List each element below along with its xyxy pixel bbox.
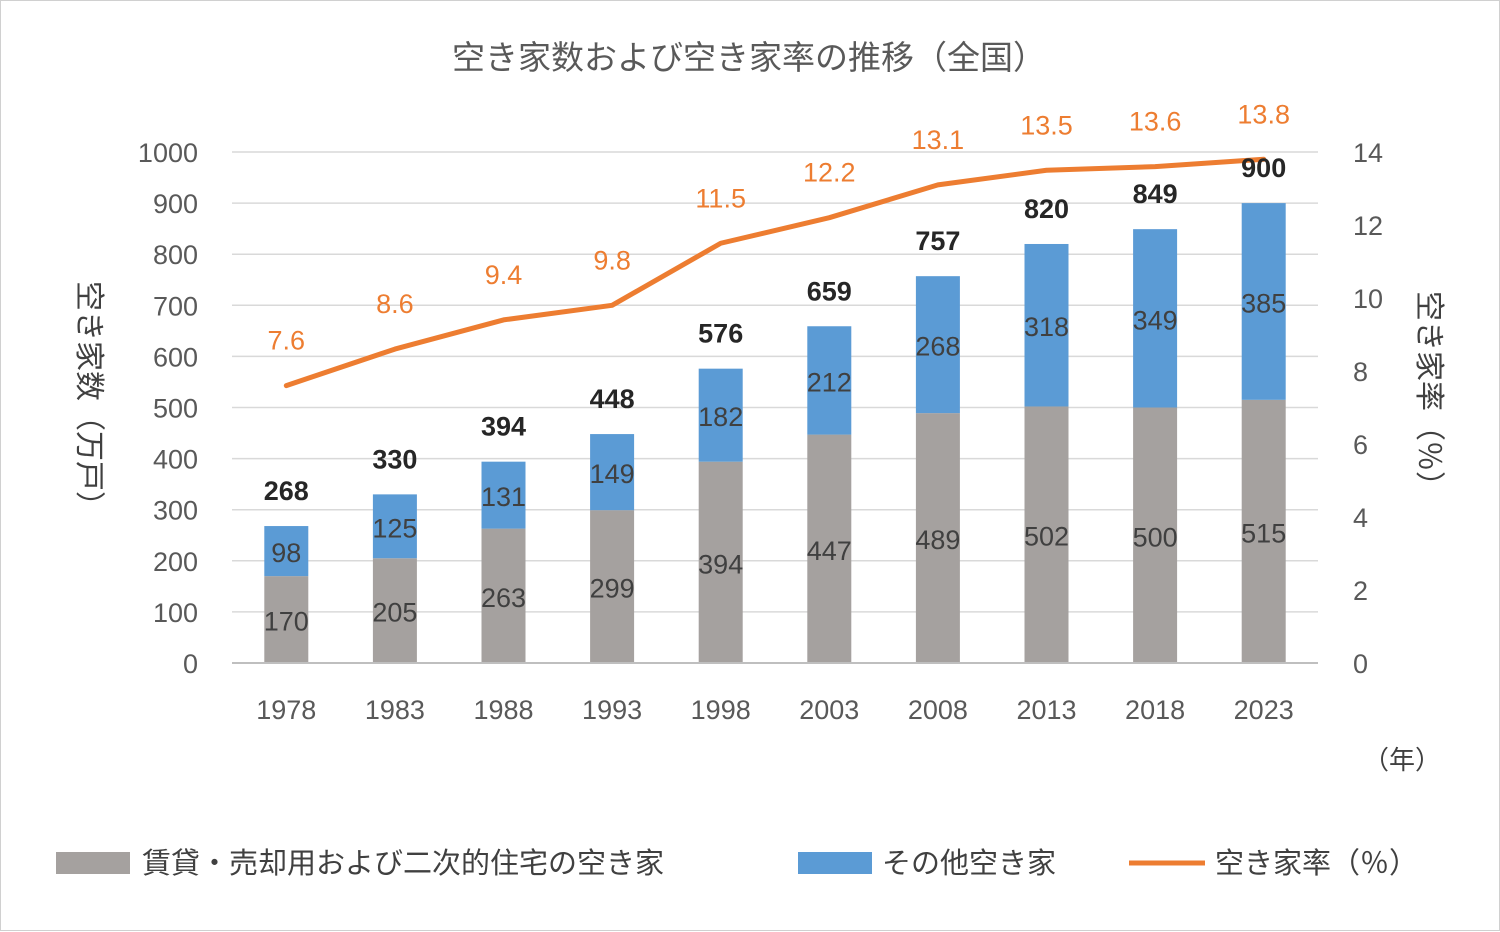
- legend-swatch-other-vacant: [798, 852, 872, 874]
- data-label-rate: 8.6: [376, 289, 414, 319]
- data-label-other-vacant: 212: [807, 367, 852, 397]
- data-label-total: 576: [698, 319, 743, 349]
- rate-line: [286, 159, 1263, 385]
- data-label-other-vacant: 349: [1133, 305, 1178, 335]
- legend-swatch-rental-secondary: [56, 852, 130, 874]
- y-tick-label: 1000: [138, 138, 198, 168]
- x-tick-label: 2013: [1016, 695, 1076, 725]
- y2-tick-label: 2: [1353, 576, 1368, 606]
- data-label-total: 268: [264, 476, 309, 506]
- data-label-total: 659: [807, 276, 852, 306]
- legend-label-other-vacant: その他空き家: [882, 846, 1056, 880]
- data-label-rate: 9.8: [593, 245, 631, 275]
- x-axis-unit: （年）: [1363, 746, 1441, 776]
- data-label-total: 849: [1133, 179, 1178, 209]
- data-label-rental-secondary: 299: [590, 574, 635, 604]
- x-tick-label: 1998: [691, 695, 751, 725]
- data-label-total: 394: [481, 412, 526, 442]
- data-label-rate: 11.5: [695, 183, 746, 213]
- y-tick-label: 100: [153, 598, 198, 628]
- y2-tick-label: 12: [1353, 211, 1383, 241]
- data-label-rental-secondary: 170: [264, 607, 309, 637]
- y-tick-label: 900: [153, 189, 198, 219]
- data-label-other-vacant: 268: [915, 332, 960, 362]
- y-tick-label: 200: [153, 547, 198, 577]
- data-label-rate: 9.4: [485, 260, 523, 290]
- y2-tick-label: 0: [1353, 649, 1368, 679]
- data-label-total: 330: [372, 444, 417, 474]
- data-label-other-vacant: 131: [481, 482, 526, 512]
- data-label-other-vacant: 182: [698, 402, 743, 432]
- data-label-total: 757: [915, 226, 960, 256]
- y-tick-label: 800: [153, 240, 198, 270]
- legend-label-rental-secondary: 賃貸・売却用および二次的住宅の空き家: [142, 846, 664, 880]
- data-label-rate: 13.6: [1129, 107, 1182, 137]
- data-label-rate: 7.6: [268, 326, 306, 356]
- x-tick-label: 1978: [256, 695, 316, 725]
- x-tick-label: 2023: [1234, 695, 1294, 725]
- data-label-rental-secondary: 515: [1241, 518, 1286, 548]
- x-tick-label: 2018: [1125, 695, 1185, 725]
- data-label-other-vacant: 125: [372, 513, 417, 543]
- x-tick-label: 2003: [799, 695, 859, 725]
- data-label-rental-secondary: 502: [1024, 522, 1069, 552]
- axes: 0 100 200 300 400 500 600 700 800 900 1000 0 2 4 6 8 10 1…: [138, 138, 1383, 725]
- y2-tick-label: 4: [1353, 503, 1368, 533]
- y-tick-label: 600: [153, 342, 198, 372]
- data-label-other-vacant: 149: [590, 459, 635, 489]
- data-label-rate: 12.2: [803, 158, 856, 188]
- y-tick-label: 500: [153, 394, 198, 424]
- y-tick-label: 300: [153, 496, 198, 526]
- data-label-rental-secondary: 447: [807, 536, 852, 566]
- data-label-total: 900: [1241, 153, 1286, 183]
- legend-label-rate: 空き家率（％）: [1215, 846, 1418, 880]
- bars: [264, 203, 1285, 663]
- data-label-total: 448: [590, 384, 635, 414]
- data-label-rate: 13.1: [912, 125, 965, 155]
- y2-tick-label: 14: [1353, 138, 1383, 168]
- y-tick-label: 0: [183, 649, 198, 679]
- chart-title: 空き家数および空き家率の推移（全国）: [452, 38, 1046, 77]
- rate-line-group: [286, 159, 1264, 386]
- legend: 賃貸・売却用および二次的住宅の空き家 その他空き家 空き家率（％）: [56, 846, 1418, 880]
- data-label-other-vacant: 98: [271, 538, 301, 568]
- data-label-rate: 13.5: [1020, 110, 1073, 140]
- data-label-rental-secondary: 500: [1133, 522, 1178, 552]
- data-label-rental-secondary: 205: [372, 598, 417, 628]
- x-tick-label: 1983: [365, 695, 425, 725]
- x-tick-label: 2008: [908, 695, 968, 725]
- data-label-total: 820: [1024, 194, 1069, 224]
- y2-tick-label: 10: [1353, 284, 1383, 314]
- y2-tick-label: 8: [1353, 357, 1368, 387]
- data-label-other-vacant: 385: [1241, 288, 1286, 318]
- data-label-rental-secondary: 489: [915, 525, 960, 555]
- data-label-rate: 13.8: [1237, 99, 1290, 129]
- x-tick-label: 1988: [473, 695, 533, 725]
- data-label-rental-secondary: 394: [698, 549, 743, 579]
- y2-axis-title: 空き家率（％）: [1411, 291, 1446, 501]
- data-label-other-vacant: 318: [1024, 312, 1069, 342]
- x-tick-label: 1993: [582, 695, 642, 725]
- y2-tick-label: 6: [1353, 430, 1368, 460]
- y-tick-label: 400: [153, 445, 198, 475]
- data-label-rental-secondary: 263: [481, 583, 526, 613]
- y-tick-label: 700: [153, 291, 198, 321]
- y-axis-title: 空き家数（万戸）: [71, 281, 106, 521]
